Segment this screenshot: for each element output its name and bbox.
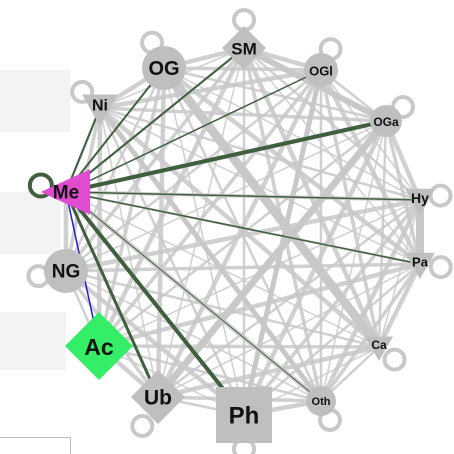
- node-ca-label: Ca: [371, 338, 387, 352]
- node-oga[interactable]: OGa: [370, 105, 402, 137]
- node-ni-label: Ni: [92, 98, 108, 115]
- bottom-left-divider: [0, 437, 70, 438]
- node-ub[interactable]: Ub: [131, 370, 185, 424]
- node-oth[interactable]: Oth: [306, 386, 336, 416]
- edge-Me-Oth: [65, 191, 322, 402]
- node-sm-label: SM: [231, 40, 257, 59]
- edge-Me-Pa: [65, 191, 421, 265]
- edge-Ph-Ni: [98, 107, 246, 416]
- edge-Pa-Ac: [98, 261, 421, 349]
- self-loop-Ni: [70, 79, 95, 104]
- self-loop-Ub: [130, 414, 155, 439]
- edge-OGa-Oth: [320, 120, 387, 402]
- edge-Me-Hy: [65, 191, 421, 201]
- edge-Me-SM: [65, 47, 245, 193]
- node-me-label: Me: [53, 183, 79, 204]
- node-ogl-label: OGl: [309, 64, 333, 79]
- node-ogl-shape: [304, 53, 338, 87]
- node-ni-shape: [82, 94, 118, 126]
- node-oth-shape: [306, 386, 336, 416]
- node-ph-label: Ph: [229, 403, 260, 430]
- node-ac[interactable]: Ac: [65, 312, 133, 380]
- edge-Oth-OG: [162, 67, 323, 402]
- node-hy-label: Hy: [411, 190, 429, 206]
- edge-SM-Ub: [157, 47, 245, 398]
- edge-Hy-Ni: [99, 106, 421, 202]
- node-ph-shape: [216, 387, 272, 443]
- node-ub-label: Ub: [144, 387, 172, 410]
- edge-Me-OG: [65, 67, 165, 193]
- node-og-shape: [142, 46, 186, 90]
- edge-SM-Ac: [96, 47, 247, 347]
- thick-edge-OGa-Ub: [155, 118, 389, 400]
- node-ac-shape: [65, 312, 133, 380]
- edge-Pa-OG: [162, 66, 422, 266]
- node-hy-shape: [405, 188, 435, 215]
- node-ng[interactable]: NG: [44, 249, 88, 293]
- node-ub-shape: [131, 370, 185, 424]
- edge-Ca-NG: [65, 269, 380, 349]
- node-me[interactable]: Me: [40, 169, 90, 215]
- edge-NG-OG: [64, 67, 166, 272]
- node-ni[interactable]: Ni: [82, 94, 118, 127]
- node-ng-label: NG: [52, 262, 81, 283]
- bottom-left-divider-vertical: [70, 437, 71, 454]
- node-pa-shape: [405, 252, 435, 279]
- self-loop-Ca: [382, 347, 407, 372]
- self-loop-Me: [27, 172, 54, 199]
- background-panel-bottom: [0, 312, 66, 370]
- node-sm-shape: [222, 26, 266, 70]
- edge-OGa-Ni: [99, 106, 387, 123]
- node-hy[interactable]: Hy: [405, 188, 435, 215]
- node-ca-shape: [365, 336, 393, 361]
- edge-Ph-OG: [163, 67, 245, 416]
- edge-Ac-OG: [97, 67, 166, 347]
- edge-Pa-NG: [65, 262, 421, 273]
- node-pa-label: Pa: [412, 255, 429, 270]
- node-me-shape: [40, 169, 90, 215]
- edge-OGl-NG: [65, 69, 322, 272]
- node-ogl[interactable]: OGl: [304, 53, 338, 87]
- edge-Hy-Ca: [378, 199, 421, 348]
- node-ph[interactable]: Ph: [216, 387, 272, 443]
- self-loop-Hy: [428, 183, 453, 208]
- node-ac-label: Ac: [84, 334, 114, 360]
- edge-Pa-Ca: [376, 263, 423, 348]
- edge-OGa-Pa: [384, 120, 422, 265]
- edge-Ac-Ni: [96, 107, 103, 347]
- background-edges: [63, 45, 423, 418]
- edge-OGl-OG: [163, 66, 322, 72]
- edge-OGa-OG: [163, 66, 387, 123]
- node-oth-label: Oth: [312, 396, 331, 408]
- edge-Ca-Ac: [98, 344, 380, 349]
- background-panel-middle: [0, 192, 60, 254]
- edge-SM-NG: [64, 46, 246, 273]
- node-og-label: OG: [148, 58, 179, 80]
- edge-Ca-Ub: [157, 344, 380, 400]
- edge-Hy-OG: [163, 67, 421, 201]
- node-ca[interactable]: Ca: [365, 336, 393, 362]
- background-panel-top: [0, 70, 70, 132]
- node-og[interactable]: OG: [142, 46, 186, 90]
- nodes: SM OGl OGa Hy Pa Ca Oth Ph Ub Ac NG Me Ni OG: [40, 26, 435, 443]
- edge-Ph-NG: [64, 269, 246, 417]
- node-oga-label: OGa: [373, 115, 399, 129]
- edge-Oth-NG: [65, 270, 322, 402]
- edge-Ub-OG: [155, 67, 167, 398]
- node-pa[interactable]: Pa: [405, 252, 435, 279]
- node-sm[interactable]: SM: [222, 26, 266, 70]
- edge-Me-OGl: [65, 69, 322, 193]
- node-ng-shape: [44, 249, 88, 293]
- thick-edge-OG-Ca: [160, 65, 383, 350]
- edge-Me-Ub: [64, 191, 160, 398]
- self-loop-Pa: [428, 255, 453, 280]
- thick-edge-OGl-Ph: [241, 69, 324, 416]
- edge-Me-OGa: [65, 119, 387, 194]
- edge-Me-Ph: [64, 190, 246, 417]
- thick-edges: [98, 45, 424, 416]
- edge-SM-Pa: [243, 47, 421, 265]
- node-oga-shape: [370, 105, 402, 137]
- thick-edge-Ni-Oth: [98, 106, 323, 403]
